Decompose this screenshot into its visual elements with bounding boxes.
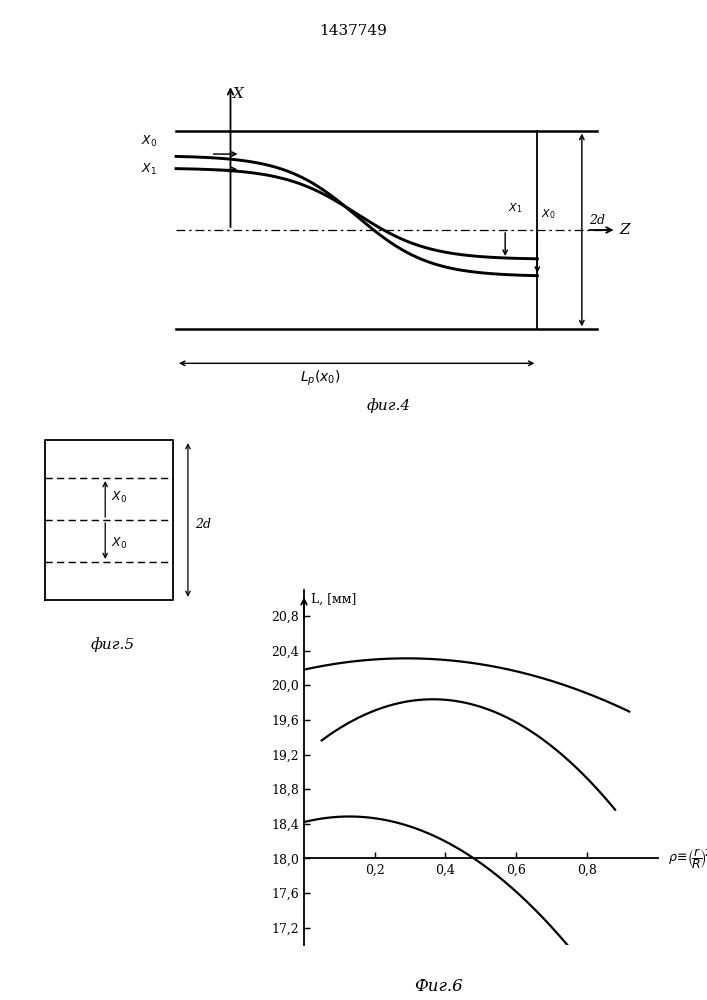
Text: $X_0$: $X_0$	[542, 208, 556, 221]
Text: X: X	[233, 87, 244, 101]
Text: L, [мм]: L, [мм]	[311, 593, 356, 606]
Text: $X_1$: $X_1$	[508, 201, 522, 215]
Text: фиг.4: фиг.4	[367, 398, 411, 413]
Text: $X_1$: $X_1$	[141, 162, 157, 177]
Text: $X_0$: $X_0$	[111, 536, 127, 551]
Text: фиг.5: фиг.5	[90, 637, 134, 652]
Text: 1437749: 1437749	[320, 24, 387, 38]
Text: $X_0$: $X_0$	[111, 490, 127, 505]
Text: $X_0$: $X_0$	[141, 134, 158, 149]
Text: 2d: 2d	[195, 518, 211, 531]
Text: Z: Z	[619, 223, 630, 237]
Text: Фиг.6: Фиг.6	[414, 978, 462, 995]
Text: 2d: 2d	[590, 214, 605, 227]
Text: $L_p(x_0)$: $L_p(x_0)$	[300, 369, 341, 388]
Text: $\rho\!\equiv\!\left(\!\dfrac{r}{R}\!\right)^{\!2}$: $\rho\!\equiv\!\left(\!\dfrac{r}{R}\!\ri…	[668, 846, 707, 871]
